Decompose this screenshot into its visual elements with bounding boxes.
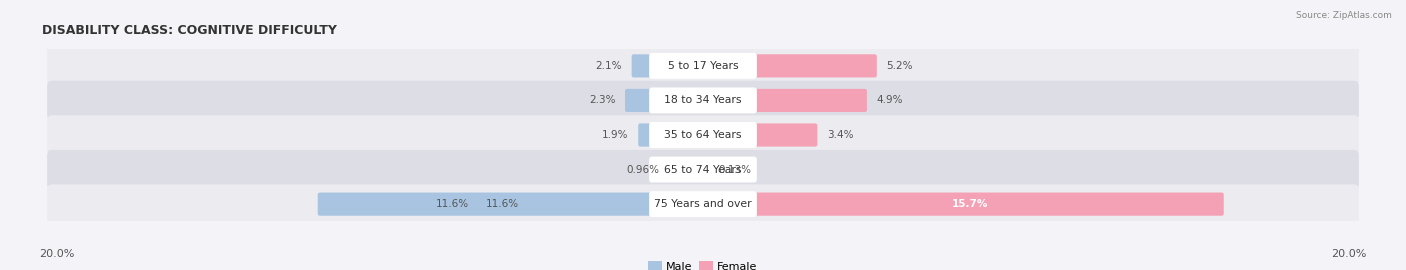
FancyBboxPatch shape (650, 157, 756, 183)
FancyBboxPatch shape (318, 193, 654, 216)
Text: 18 to 34 Years: 18 to 34 Years (664, 95, 742, 106)
FancyBboxPatch shape (48, 150, 1358, 189)
Text: 11.6%: 11.6% (485, 199, 519, 209)
Text: 11.6%: 11.6% (436, 199, 470, 209)
Text: 75 Years and over: 75 Years and over (654, 199, 752, 209)
FancyBboxPatch shape (650, 122, 756, 148)
FancyBboxPatch shape (48, 46, 1358, 86)
FancyBboxPatch shape (638, 123, 654, 147)
FancyBboxPatch shape (752, 123, 817, 147)
FancyBboxPatch shape (48, 115, 1358, 155)
Text: 20.0%: 20.0% (39, 249, 75, 259)
FancyBboxPatch shape (626, 89, 654, 112)
Text: 65 to 74 Years: 65 to 74 Years (664, 164, 742, 175)
Text: 35 to 64 Years: 35 to 64 Years (664, 130, 742, 140)
Text: 5.2%: 5.2% (886, 61, 912, 71)
Text: 2.3%: 2.3% (589, 95, 616, 106)
Text: Source: ZipAtlas.com: Source: ZipAtlas.com (1296, 11, 1392, 20)
FancyBboxPatch shape (48, 81, 1358, 120)
Text: DISABILITY CLASS: COGNITIVE DIFFICULTY: DISABILITY CLASS: COGNITIVE DIFFICULTY (42, 23, 337, 36)
Text: 15.7%: 15.7% (952, 199, 988, 209)
FancyBboxPatch shape (752, 193, 1223, 216)
FancyBboxPatch shape (650, 191, 756, 217)
Text: 0.96%: 0.96% (627, 164, 659, 175)
FancyBboxPatch shape (650, 53, 756, 79)
Legend: Male, Female: Male, Female (644, 257, 762, 270)
Text: 2.1%: 2.1% (596, 61, 621, 71)
Text: 0.13%: 0.13% (718, 164, 752, 175)
FancyBboxPatch shape (752, 89, 868, 112)
Text: 4.9%: 4.9% (876, 95, 903, 106)
FancyBboxPatch shape (631, 54, 654, 77)
Text: 20.0%: 20.0% (1331, 249, 1367, 259)
FancyBboxPatch shape (702, 159, 709, 180)
FancyBboxPatch shape (752, 54, 877, 77)
FancyBboxPatch shape (650, 87, 756, 113)
Text: 5 to 17 Years: 5 to 17 Years (668, 61, 738, 71)
FancyBboxPatch shape (669, 159, 704, 180)
FancyBboxPatch shape (48, 184, 1358, 224)
Text: 3.4%: 3.4% (827, 130, 853, 140)
Text: 1.9%: 1.9% (602, 130, 628, 140)
